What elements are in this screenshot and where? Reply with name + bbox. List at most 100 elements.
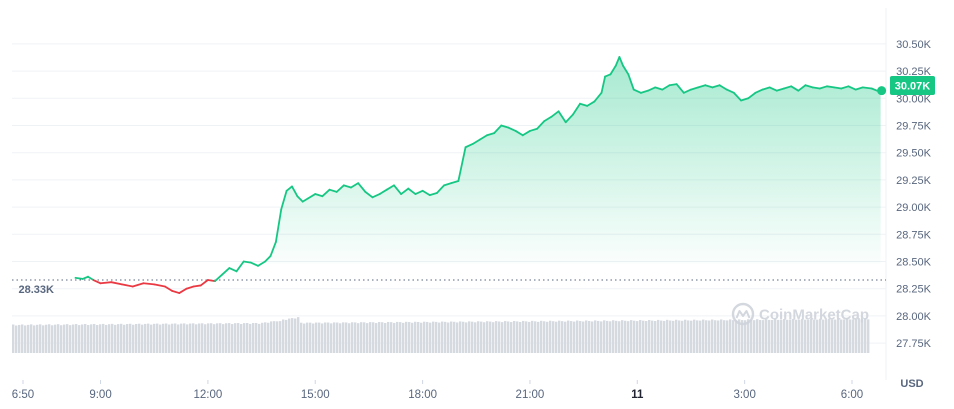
volume-bar: [456, 322, 459, 353]
price-segment: [833, 86, 843, 90]
volume-bar: [318, 322, 321, 353]
price-segment: [711, 84, 721, 89]
price-segment: [564, 113, 574, 124]
price-segment: [622, 64, 630, 76]
volume-bar: [810, 318, 813, 353]
x-tick-label: 21:00: [516, 389, 545, 401]
volume-bar: [330, 323, 333, 353]
volume-bar: [408, 322, 411, 353]
volume-bar: [603, 320, 606, 353]
volume-bar: [732, 320, 735, 353]
volume-bar: [240, 324, 243, 353]
volume-bar: [312, 323, 315, 353]
volume-bar: [444, 321, 447, 353]
volume-bar: [99, 324, 102, 353]
volume-bar: [108, 324, 111, 353]
volume-bar: [411, 322, 414, 353]
price-segment: [371, 193, 381, 199]
price-segment: [593, 91, 603, 103]
volume-bar: [585, 320, 588, 353]
volume-bar: [453, 321, 456, 353]
volume-bar: [723, 320, 726, 353]
volume-bar: [768, 319, 771, 353]
price-segment: [235, 260, 245, 273]
price-segment: [269, 241, 277, 257]
volume-bar: [117, 324, 120, 353]
volume-bar: [660, 320, 663, 353]
volume-bar: [864, 318, 867, 353]
volume-bar: [291, 318, 294, 353]
volume-bar: [243, 323, 246, 353]
volume-bar: [750, 320, 753, 353]
volume-bar: [414, 321, 417, 353]
volume-bar: [177, 324, 180, 353]
price-segment: [199, 279, 209, 287]
price-segment: [242, 260, 252, 264]
volume-bar: [63, 324, 66, 353]
volume-bar: [840, 319, 843, 353]
current-price-badge: 30.07K: [890, 76, 935, 95]
volume-bar: [381, 322, 384, 353]
volume-bar: [570, 321, 573, 353]
price-segment: [514, 130, 524, 137]
price-segment: [604, 73, 612, 78]
price-segment: [478, 134, 488, 141]
price-segment: [627, 73, 635, 91]
volume-bar: [621, 320, 624, 353]
price-segment: [364, 190, 374, 199]
volume-bar: [129, 323, 132, 353]
volume-bar: [483, 322, 486, 353]
volume-bar: [516, 321, 519, 353]
y-tick-label: 28.50K: [896, 257, 932, 269]
last-price-dot[interactable]: [877, 86, 887, 96]
volume-bar: [813, 319, 816, 353]
volume-bar: [744, 320, 747, 353]
volume-bar: [300, 322, 303, 353]
volume-bar: [534, 321, 537, 353]
price-segment: [357, 182, 367, 193]
volume-bar: [843, 319, 846, 353]
price-segment: [718, 84, 728, 91]
volume-bar: [819, 318, 822, 353]
price-segment: [647, 86, 657, 92]
y-tick-label: 29.50K: [896, 148, 932, 160]
coinmarketcap-watermark: CoinMarketCap: [731, 302, 869, 326]
volume-bar: [105, 324, 108, 353]
volume-bar: [615, 320, 618, 353]
volume-bar: [96, 324, 99, 353]
volume-bar: [663, 320, 666, 353]
volume-bar: [48, 324, 51, 353]
x-tick-label: 18:00: [408, 389, 437, 401]
volume-bar: [12, 324, 15, 353]
volume-bar: [384, 322, 387, 353]
price-segment: [529, 127, 539, 132]
price-segment: [274, 208, 283, 243]
volume-bar: [321, 323, 324, 353]
volume-bar: [606, 320, 609, 353]
volume-bar: [492, 322, 495, 353]
volume-bar: [195, 324, 198, 353]
price-segment: [414, 189, 424, 195]
volume-bar: [627, 321, 630, 353]
price-segment: [754, 88, 764, 94]
volume-bar: [192, 323, 195, 353]
volume-bar: [186, 324, 189, 353]
volume-bar: [354, 322, 357, 353]
volume-bar: [87, 325, 90, 353]
volume-bar: [447, 322, 450, 353]
price-segment: [740, 97, 750, 102]
volume-bar: [417, 322, 420, 353]
price-segment: [407, 187, 417, 195]
volume-bar: [363, 322, 366, 353]
volume-bar: [540, 320, 543, 353]
volume-bar: [588, 320, 591, 353]
volume-bar: [831, 319, 834, 353]
volume-bar: [675, 319, 678, 353]
volume-bar: [747, 319, 750, 353]
volume-bar: [645, 321, 648, 353]
volume-bar: [834, 319, 837, 353]
volume-bar: [852, 319, 855, 353]
volume-bar: [699, 320, 702, 353]
volume-bar: [582, 321, 585, 353]
